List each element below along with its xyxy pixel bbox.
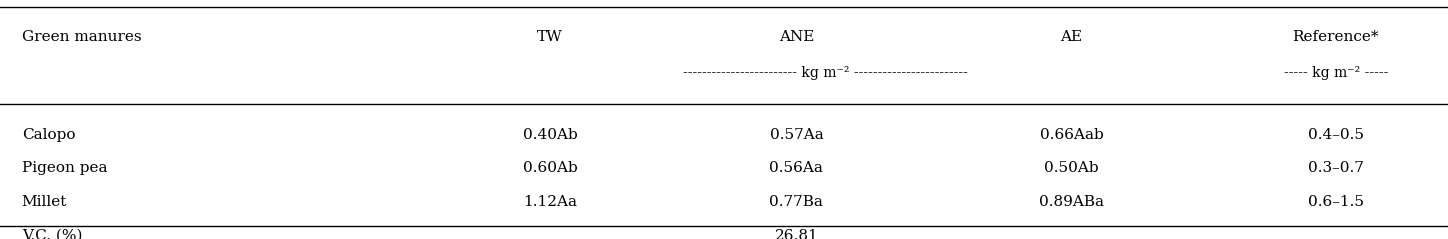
- Text: 0.3–0.7: 0.3–0.7: [1308, 162, 1364, 175]
- Text: 26,81: 26,81: [775, 228, 818, 239]
- Text: 0.89ABa: 0.89ABa: [1040, 195, 1103, 209]
- Text: Green manures: Green manures: [22, 30, 142, 44]
- Text: 1.12Aa: 1.12Aa: [523, 195, 578, 209]
- Text: Pigeon pea: Pigeon pea: [22, 162, 107, 175]
- Text: 0.50Ab: 0.50Ab: [1044, 162, 1099, 175]
- Text: ANE: ANE: [779, 30, 814, 44]
- Text: 0.77Ba: 0.77Ba: [769, 195, 824, 209]
- Text: ------------------------ kg m⁻² ------------------------: ------------------------ kg m⁻² --------…: [683, 66, 967, 80]
- Text: Millet: Millet: [22, 195, 67, 209]
- Text: 0.66Aab: 0.66Aab: [1040, 128, 1103, 142]
- Text: Calopo: Calopo: [22, 128, 75, 142]
- Text: ----- kg m⁻² -----: ----- kg m⁻² -----: [1283, 66, 1389, 80]
- Text: 0.57Aa: 0.57Aa: [769, 128, 824, 142]
- Text: Reference*: Reference*: [1293, 30, 1378, 44]
- Text: 0.40Ab: 0.40Ab: [523, 128, 578, 142]
- Text: 0.4–0.5: 0.4–0.5: [1308, 128, 1364, 142]
- Text: V.C. (%): V.C. (%): [22, 228, 83, 239]
- Text: 0.60Ab: 0.60Ab: [523, 162, 578, 175]
- Text: 0.56Aa: 0.56Aa: [769, 162, 824, 175]
- Text: 0.6–1.5: 0.6–1.5: [1308, 195, 1364, 209]
- Text: TW: TW: [537, 30, 563, 44]
- Text: AE: AE: [1060, 30, 1083, 44]
